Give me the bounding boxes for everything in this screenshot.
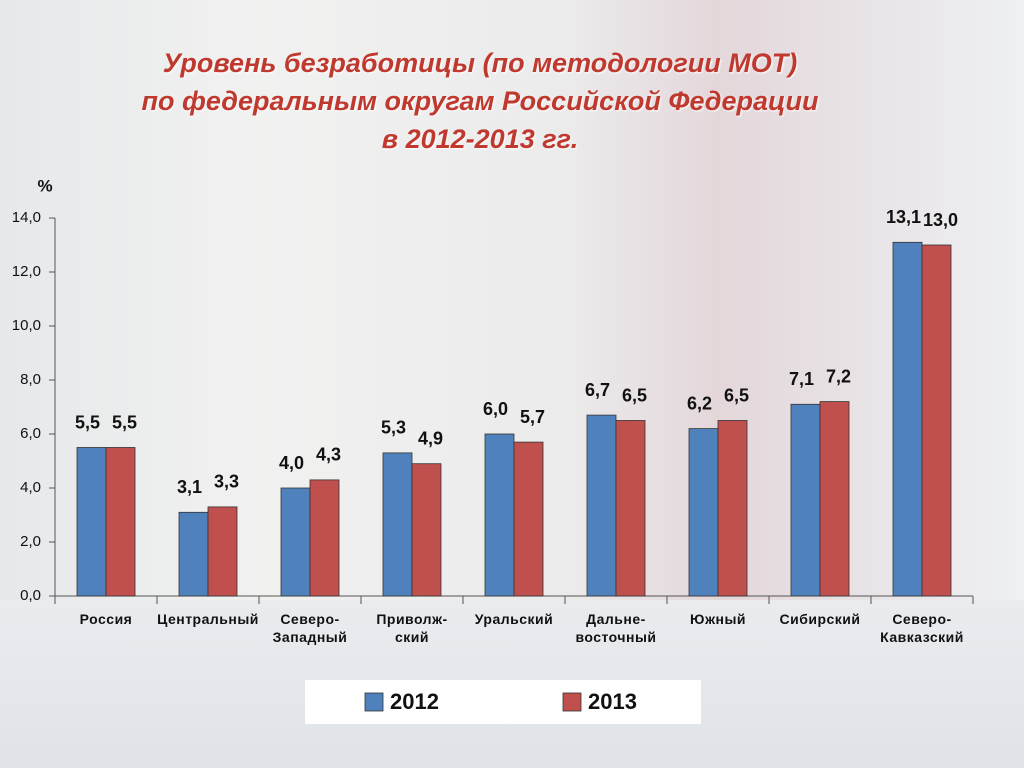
y-tick-label: 12,0 xyxy=(12,263,41,280)
x-tick-label: Дальне- восточный xyxy=(575,611,657,645)
x-tick-label: Уральский xyxy=(474,611,554,627)
bar xyxy=(586,414,617,597)
bar xyxy=(921,244,952,597)
bar xyxy=(382,452,413,597)
value-label: 4,9 xyxy=(418,428,443,448)
y-axis-label: % xyxy=(37,176,52,195)
bar xyxy=(411,463,442,597)
bar xyxy=(513,441,544,597)
value-label: 3,3 xyxy=(214,472,239,492)
value-label: 5,5 xyxy=(112,412,137,432)
bar xyxy=(178,511,209,597)
value-label: 6,7 xyxy=(585,380,610,400)
x-tick-label: Россия xyxy=(79,611,133,627)
value-label: 6,5 xyxy=(724,385,749,405)
x-tick-label: Центральный xyxy=(157,611,259,627)
x-tick-label: Северо- Кавказский xyxy=(880,611,964,645)
value-label: 4,0 xyxy=(279,453,304,473)
value-label: 7,2 xyxy=(826,366,851,386)
bar xyxy=(615,420,646,597)
value-label: 6,5 xyxy=(622,385,647,405)
bar xyxy=(819,401,850,597)
value-label: 13,1 xyxy=(886,207,921,227)
y-tick-label: 8,0 xyxy=(20,371,41,388)
bar xyxy=(309,479,340,597)
legend-label: 2013 xyxy=(588,689,637,714)
legend-swatch xyxy=(562,692,582,712)
value-label: 4,3 xyxy=(316,445,341,465)
bar xyxy=(717,420,748,597)
bar xyxy=(280,487,311,597)
y-tick-label: 6,0 xyxy=(20,425,41,442)
value-label: 5,5 xyxy=(75,412,100,432)
x-tick-label: Южный xyxy=(689,611,747,627)
bar xyxy=(688,428,719,597)
x-tick-label: Северо- Западный xyxy=(272,611,348,645)
value-label: 5,7 xyxy=(520,407,545,427)
bar xyxy=(207,506,238,597)
y-tick-label: 2,0 xyxy=(20,533,41,550)
y-tick-label: 0,0 xyxy=(20,587,41,604)
bar xyxy=(105,447,136,597)
value-label: 3,1 xyxy=(177,477,202,497)
bar xyxy=(484,433,515,597)
bar xyxy=(790,403,821,597)
value-label: 6,0 xyxy=(483,399,508,419)
value-label: 6,2 xyxy=(687,393,712,413)
legend-label: 2012 xyxy=(390,689,439,714)
y-tick-label: 14,0 xyxy=(12,209,41,226)
bar xyxy=(892,241,923,597)
value-label: 7,1 xyxy=(789,369,814,389)
x-tick-label: Приволж- ский xyxy=(376,611,448,645)
legend-swatch xyxy=(364,692,384,712)
bar xyxy=(76,447,107,597)
value-label: 13,0 xyxy=(923,210,958,230)
x-tick-label: Сибирский xyxy=(779,611,861,627)
y-tick-label: 10,0 xyxy=(12,317,41,334)
value-label: 5,3 xyxy=(381,418,406,438)
y-tick-label: 4,0 xyxy=(20,479,41,496)
chart-title: Уровень безработицы (по методологии МОТ)… xyxy=(141,48,819,154)
